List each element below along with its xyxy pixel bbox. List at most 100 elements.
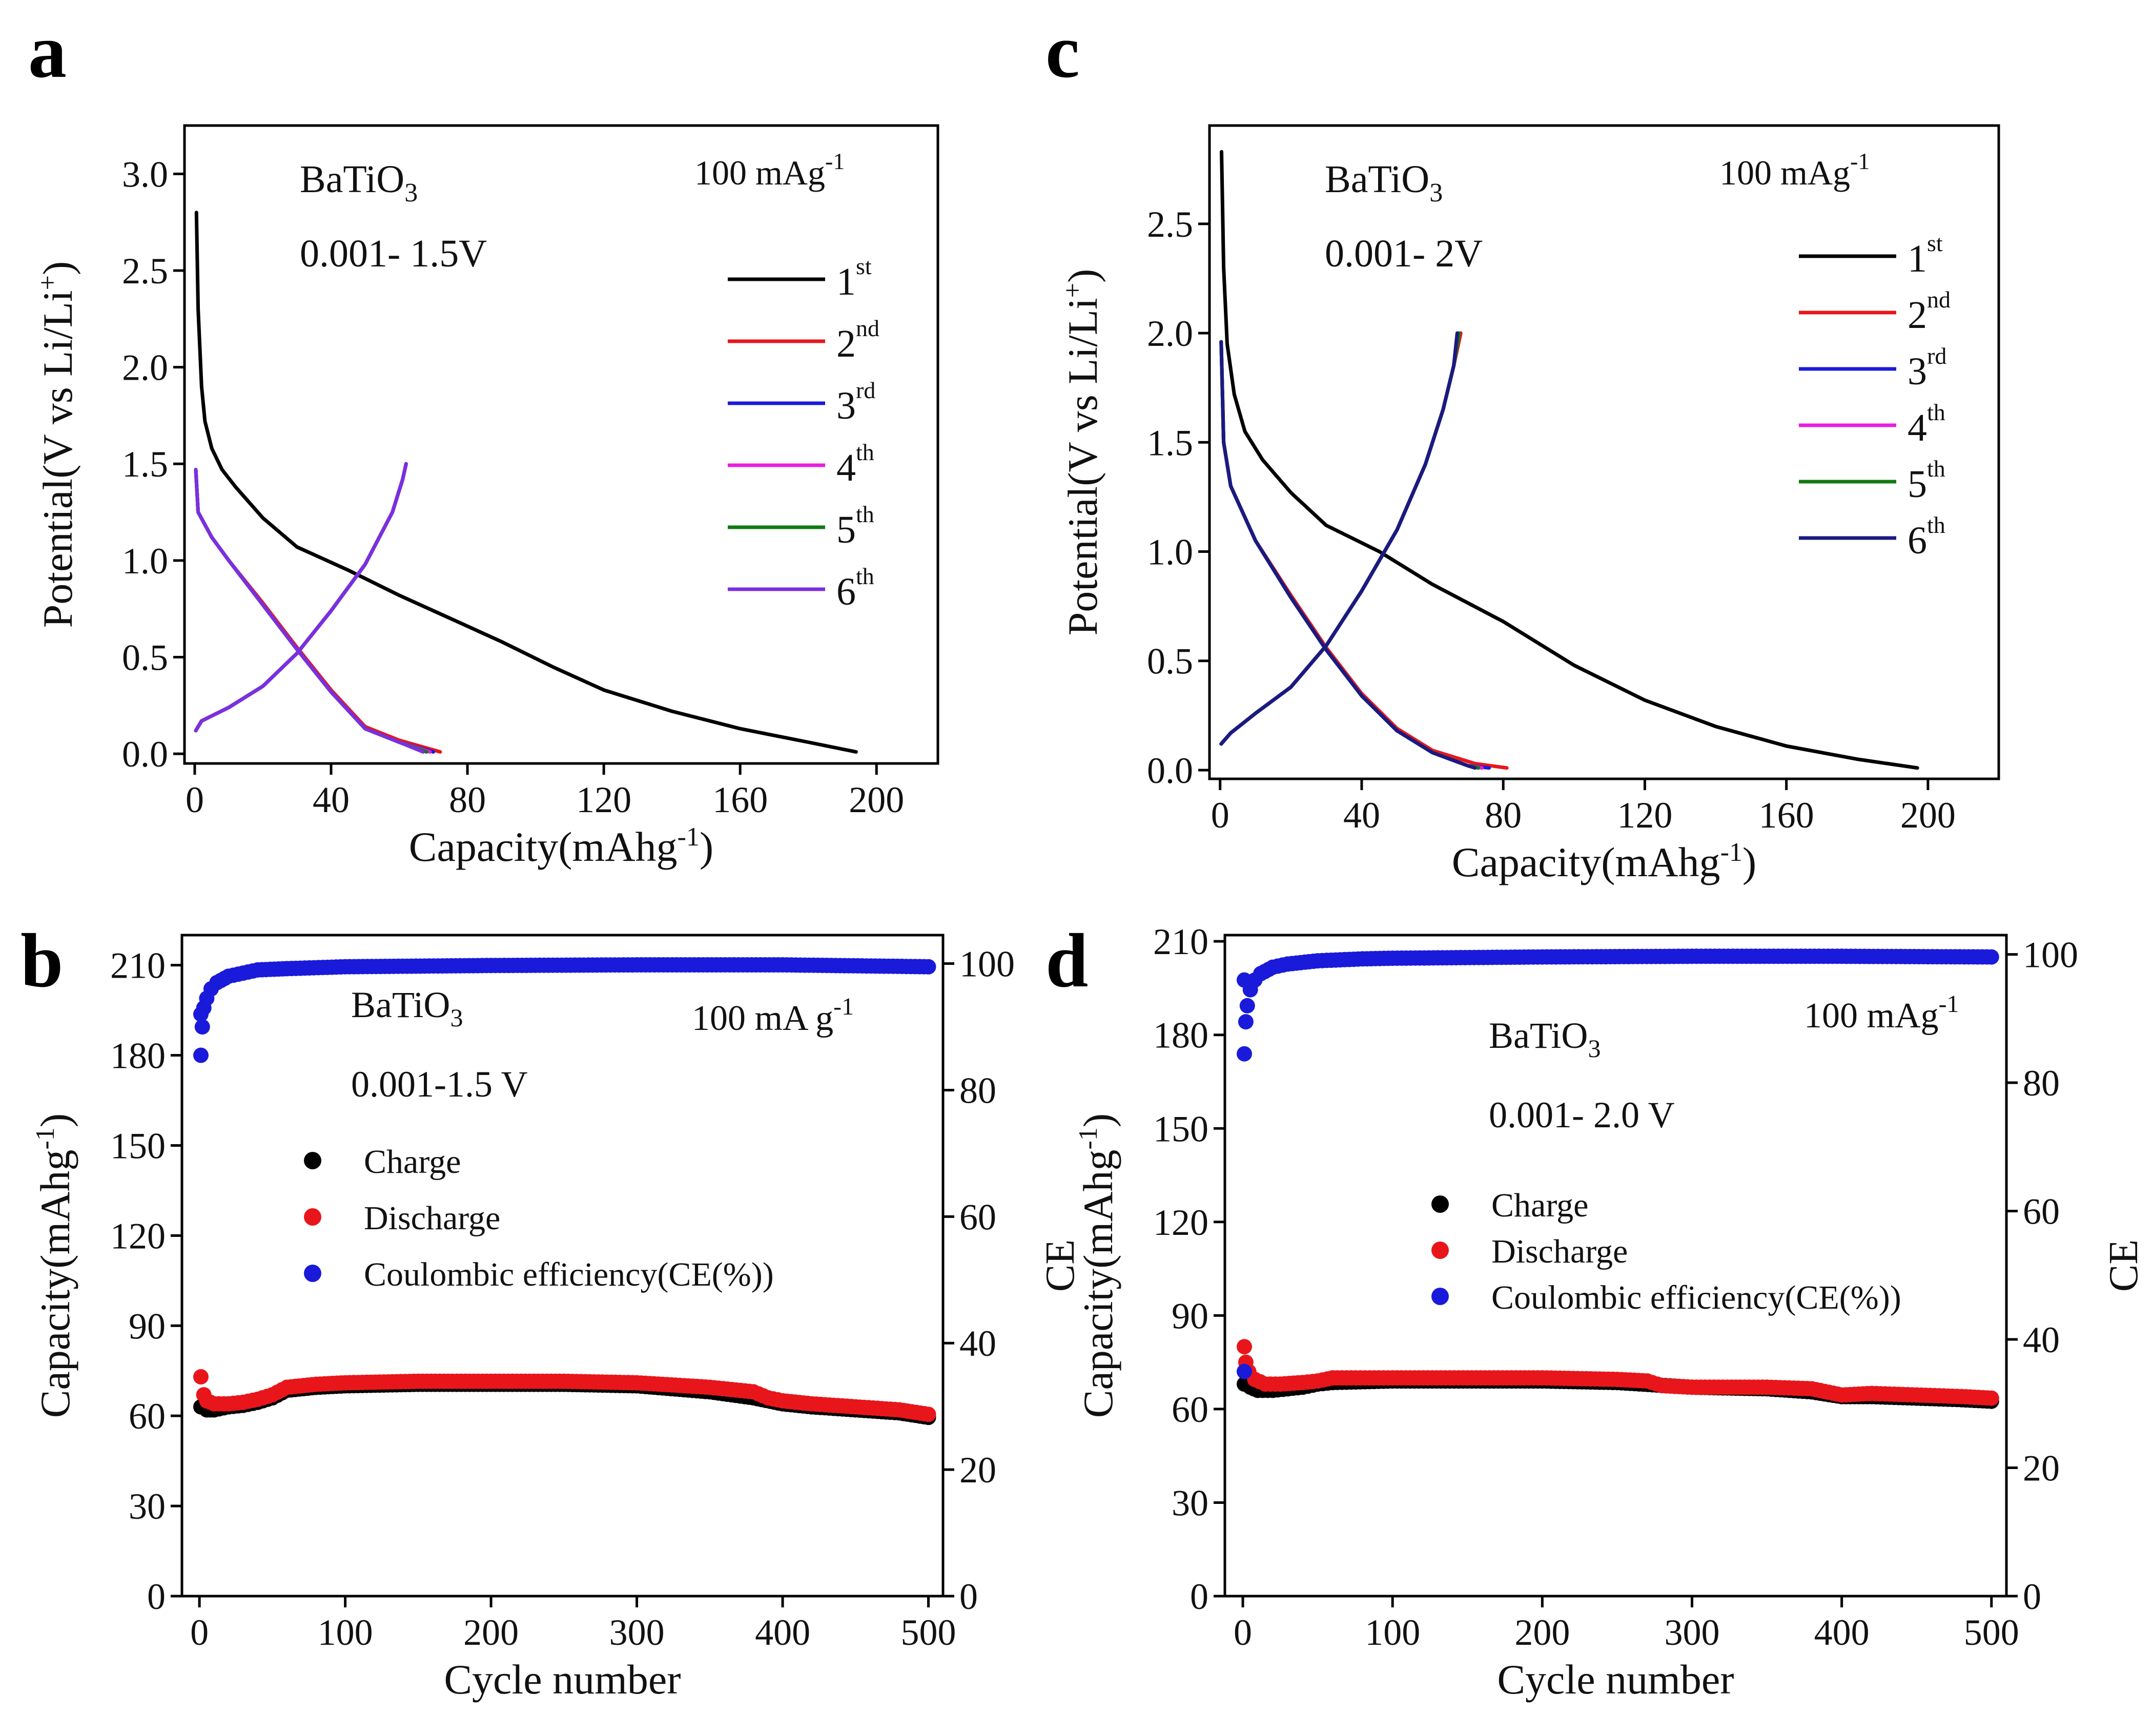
legend-number: 4 xyxy=(1908,406,1927,449)
formula-main: BaTiO xyxy=(1325,158,1429,201)
label-superscript: -1 xyxy=(678,822,700,852)
legend-marker-Charge xyxy=(304,1152,321,1169)
x-tick-label: 400 xyxy=(1814,1612,1870,1653)
label-rest: ) xyxy=(700,823,713,870)
legend-label: Discharge xyxy=(364,1200,500,1237)
marker-Coulombic efficiency(CE(%)) xyxy=(1236,1363,1252,1379)
voltage-window-label: 0.001-1.5 V xyxy=(351,1064,528,1105)
y-tick-label: 3.0 xyxy=(122,154,168,195)
label-main: Potential(V vs Li/Li xyxy=(1059,298,1106,635)
legend-label-4th: 4th xyxy=(1908,399,1945,449)
legend-number: 2 xyxy=(836,322,856,365)
y2-tick-label: 60 xyxy=(959,1196,996,1237)
y2-axis-title: CE xyxy=(2101,1239,2146,1292)
x-tick-label: 160 xyxy=(1759,795,1814,836)
rate-label: 100 mAg-1 xyxy=(1719,148,1870,192)
chart-panel-c: 0 40 80 120 160 200 0.0 0.5 1.0 1.5 2.0 2.5 Capacity… xyxy=(1058,124,2000,885)
legend-suffix: th xyxy=(1927,456,1945,482)
x-tick-label: 200 xyxy=(1900,795,1956,836)
y2-tick-label: 0 xyxy=(2023,1576,2041,1617)
rate-label: 100 mA g-1 xyxy=(692,993,854,1038)
y2-tick-label: 100 xyxy=(959,944,1015,985)
y2-tick-label: 60 xyxy=(2023,1191,2060,1232)
y-tick-label: 120 xyxy=(1153,1202,1208,1243)
plot-frame xyxy=(183,124,939,765)
label-superscript: -1 xyxy=(31,1127,60,1149)
marker-Discharge xyxy=(193,1369,209,1384)
y-tick-label: 90 xyxy=(129,1306,166,1347)
legend-number: 6 xyxy=(836,570,856,613)
y-tick-label: 180 xyxy=(1153,1015,1208,1056)
voltage-window-label: 0.001- 1.5V xyxy=(300,232,487,275)
chart-panel-b: 0 100 200 300 400 500030609012015018021002040… xyxy=(31,934,1083,1703)
legend-number: 1 xyxy=(836,260,856,303)
legend-suffix: nd xyxy=(1927,286,1951,313)
x-tick-label: 40 xyxy=(1343,795,1380,836)
label-superscript: -1 xyxy=(1720,838,1742,867)
legend-number: 3 xyxy=(1908,350,1927,393)
legend-number: 1 xyxy=(1908,237,1927,280)
y-tick-label: 0.5 xyxy=(1147,641,1193,682)
y-tick-label: 1.5 xyxy=(122,444,168,485)
label-main: Capacity(mAhg xyxy=(409,823,678,870)
legend-label: Discharge xyxy=(1491,1233,1628,1270)
formula-subscript: 3 xyxy=(450,1003,463,1032)
x-axis-title: Cycle number xyxy=(1497,1656,1734,1703)
series-1st-discharge-line xyxy=(194,211,858,754)
y2-tick-label: 0 xyxy=(959,1576,978,1617)
label-superscript: + xyxy=(33,275,63,290)
label-superscript: + xyxy=(1058,283,1088,298)
label-superscript: -1 xyxy=(1850,148,1870,174)
y-tick-label: 2.5 xyxy=(122,251,168,292)
label-superscript: -1 xyxy=(1939,990,1959,1018)
y-tick-label: 120 xyxy=(110,1215,166,1256)
legend-label-4th: 4th xyxy=(836,439,874,489)
y-tick-label: 210 xyxy=(110,945,166,986)
y-tick-label: 2.0 xyxy=(1147,313,1193,354)
x-tick-label: 80 xyxy=(449,779,486,820)
legend-label-5th: 5th xyxy=(836,501,874,551)
label-rest: ) xyxy=(1059,269,1106,283)
x-tick-label: 200 xyxy=(1514,1612,1570,1653)
x-tick-label: 300 xyxy=(1664,1612,1719,1653)
legend-marker-Coulombic efficiency(CE(%)) xyxy=(1431,1288,1449,1305)
label-main: 100 mA g xyxy=(692,999,833,1038)
legend-suffix: th xyxy=(856,563,874,589)
x-tick-label: 100 xyxy=(1365,1612,1420,1653)
marker-Coulombic efficiency(CE(%)) xyxy=(1236,972,1252,988)
x-tick-label: 0 xyxy=(190,1612,209,1653)
legend-number: 3 xyxy=(836,384,856,427)
marker-Discharge xyxy=(1983,1390,1999,1406)
marker-Coulombic efficiency(CE(%)) xyxy=(1238,1014,1254,1030)
legend-number: 5 xyxy=(1908,463,1927,506)
legend-number: 5 xyxy=(836,508,856,551)
x-tick-label: 120 xyxy=(1617,795,1672,836)
marker-Discharge xyxy=(920,1407,936,1422)
x-tick-label: 0 xyxy=(186,779,204,820)
y-tick-label: 30 xyxy=(129,1486,166,1527)
legend-suffix: th xyxy=(1927,512,1945,538)
chart-panel-d: 0 100 200 300 400 500030609012015018021002040… xyxy=(1074,921,2146,1703)
panel-letter-c: c xyxy=(1045,9,1080,94)
y-tick-label: 1.0 xyxy=(1147,532,1193,573)
panel-letter-d: d xyxy=(1045,918,1088,1003)
legend-label-3rd: 3rd xyxy=(1908,343,1946,393)
material-label: BaTiO3 xyxy=(300,158,418,208)
y-tick-label: 2.0 xyxy=(122,347,168,388)
series-6th-charge-line xyxy=(1219,331,1459,746)
legend-label: Charge xyxy=(364,1143,461,1181)
legend-number: 2 xyxy=(1908,294,1927,337)
series-1st-discharge-line xyxy=(1220,150,1919,770)
label-main: 100 mAg xyxy=(694,153,825,192)
x-tick-label: 200 xyxy=(849,779,904,820)
y-axis-title: Capacity(mAhg-1) xyxy=(31,1113,78,1418)
x-axis-title: Capacity(mAhg-1) xyxy=(409,822,713,870)
label-superscript: -1 xyxy=(825,148,845,174)
y-axis-title: Capacity(mAhg-1) xyxy=(1074,1113,1121,1418)
legend-number: 4 xyxy=(836,446,856,489)
y-tick-label: 180 xyxy=(110,1036,166,1077)
x-axis-title: Cycle number xyxy=(444,1656,681,1703)
y-tick-label: 1.5 xyxy=(1147,422,1193,463)
marker-Coulombic efficiency(CE(%)) xyxy=(1239,998,1255,1014)
label-main: Capacity(mAhg xyxy=(1452,839,1720,885)
